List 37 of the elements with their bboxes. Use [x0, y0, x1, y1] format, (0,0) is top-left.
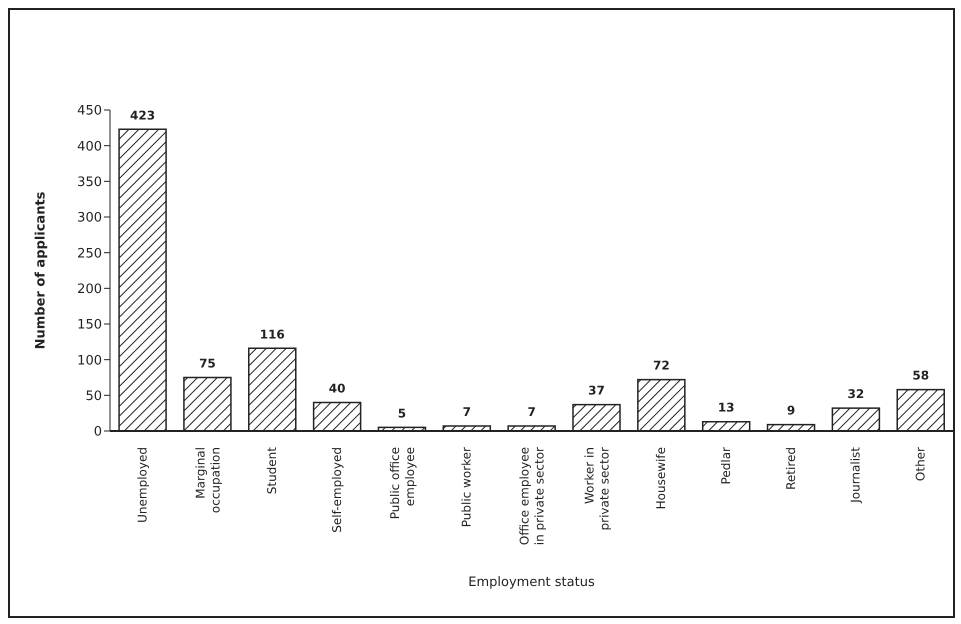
x-tick-label: Unemployed [135, 447, 150, 523]
y-tick-label: 150 [77, 318, 102, 333]
y-tick-label: 350 [77, 174, 102, 190]
y-tick-label: 250 [77, 246, 102, 262]
data-label: 40 [328, 381, 346, 396]
x-tick-label: Other [914, 446, 928, 482]
x-tick-label: Public office employee [388, 447, 417, 520]
x-tick-label: Housewife [654, 447, 668, 510]
y-tick-label: 50 [85, 388, 102, 404]
y-axis-title: Number of applicants [34, 191, 49, 350]
x-tick-label: Marginal occupation [193, 447, 222, 514]
data-label: 58 [912, 368, 930, 383]
x-tick-label: Public worker [460, 446, 474, 528]
data-label: 5 [398, 406, 406, 420]
x-tick-label: Student [265, 446, 280, 494]
data-label: 37 [588, 384, 605, 398]
y-tick-label: 100 [77, 353, 102, 368]
x-tick-label: Retired [784, 447, 798, 490]
data-label: 116 [260, 327, 285, 342]
y-tick-label: 0 [94, 424, 102, 440]
y-tick-label: 300 [77, 210, 102, 226]
data-label: 75 [199, 356, 216, 370]
data-label: 7 [462, 405, 471, 420]
data-label: 13 [718, 400, 735, 415]
x-axis-title: Employment status [468, 575, 595, 590]
data-label: 72 [652, 358, 670, 373]
y-tick-label: 400 [77, 139, 102, 154]
data-label: 423 [130, 108, 156, 122]
data-label: 7 [527, 405, 536, 420]
y-tick-label: 200 [77, 282, 102, 297]
x-tick-label: Self-employed [330, 447, 344, 533]
y-tick-label: 450 [77, 104, 102, 119]
x-tick-label: Journalist [848, 446, 863, 504]
data-label: 9 [786, 404, 796, 418]
data-label: 32 [848, 387, 864, 402]
x-tick-label: Office employee in private sector [518, 446, 546, 546]
x-tick-label: Pedlar [719, 446, 734, 484]
